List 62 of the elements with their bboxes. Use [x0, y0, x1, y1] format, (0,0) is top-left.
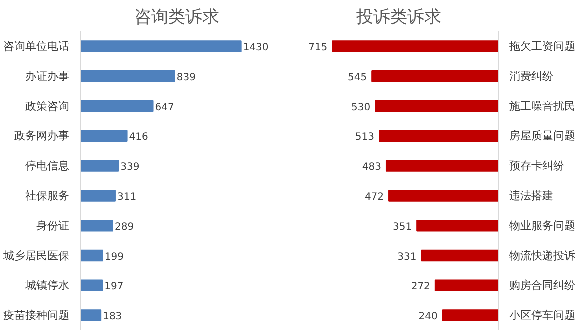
bar — [80, 100, 154, 112]
data-label: 199 — [104, 252, 124, 263]
data-label: 647 — [155, 102, 174, 114]
data-label: 483 — [362, 162, 382, 174]
data-label: 339 — [120, 162, 140, 174]
y-tick-label: 停电信息 — [26, 160, 70, 173]
bar — [80, 280, 104, 292]
bar — [80, 220, 114, 232]
data-label: 289 — [115, 222, 134, 233]
chart-title: 投诉类诉求 — [356, 8, 442, 26]
bar — [375, 100, 498, 112]
y-tick-label: 政务网办事 — [14, 130, 70, 143]
y-tick-label: 施工噪音扰民 — [510, 100, 576, 113]
data-label: 351 — [393, 222, 412, 233]
y-tick-label: 物业服务问题 — [510, 219, 576, 232]
bar — [372, 70, 498, 82]
data-label: 472 — [364, 192, 384, 203]
y-tick-label: 违法搭建 — [510, 189, 554, 202]
y-tick-label: 城乡居民医保 — [2, 249, 70, 262]
y-tick-label: 消费纠纷 — [510, 70, 554, 83]
data-label: 331 — [398, 252, 417, 263]
bar — [80, 250, 104, 262]
data-label: 715 — [308, 42, 328, 54]
y-tick-label: 房屋质量问题 — [510, 130, 576, 143]
y-tick-label: 政策咨询 — [26, 100, 70, 113]
y-tick-label: 身份证 — [36, 219, 70, 232]
bar — [80, 70, 176, 82]
bar — [434, 280, 498, 292]
y-tick-label: 购房合同纠纷 — [510, 279, 576, 292]
bar — [386, 160, 498, 172]
data-label: 416 — [129, 132, 148, 144]
y-tick-label: 小区停车问题 — [510, 309, 576, 322]
y-tick-label: 预存卡纠纷 — [510, 160, 564, 173]
bar — [416, 220, 498, 232]
data-label: 513 — [355, 132, 375, 144]
y-tick-label: 拖欠工资问题 — [508, 40, 576, 53]
y-tick-label: 社保服务 — [26, 189, 70, 202]
data-label: 1430 — [243, 42, 269, 54]
bar — [442, 310, 498, 322]
data-label: 530 — [351, 102, 371, 114]
y-tick-label: 物流快递投诉 — [510, 249, 576, 262]
y-tick-label: 疫苗接种问题 — [4, 309, 70, 322]
bar — [80, 310, 102, 322]
y-tick-label: 城镇停水 — [24, 279, 70, 292]
bar — [80, 40, 242, 52]
data-label: 183 — [103, 312, 122, 323]
data-label: 311 — [117, 192, 137, 203]
bar — [80, 160, 120, 172]
bar — [80, 190, 116, 202]
data-label: 272 — [411, 282, 430, 293]
bar — [379, 130, 498, 142]
bar — [421, 250, 498, 262]
y-tick-label: 办证办事 — [26, 70, 70, 83]
data-label: 839 — [176, 72, 196, 84]
data-label: 197 — [104, 282, 124, 293]
bar — [332, 40, 498, 52]
chart-title: 咨询类诉求 — [134, 8, 220, 26]
bar — [388, 190, 498, 202]
y-tick-label: 咨询单位电话 — [4, 40, 70, 53]
bar — [80, 130, 128, 142]
data-label: 545 — [348, 72, 368, 84]
data-label: 240 — [418, 312, 438, 323]
